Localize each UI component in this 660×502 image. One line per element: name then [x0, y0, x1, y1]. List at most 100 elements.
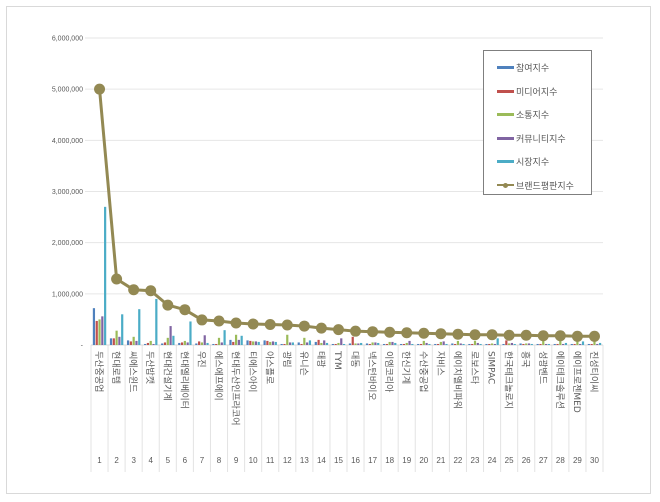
bar	[539, 343, 542, 345]
bar	[183, 340, 186, 345]
line-marker	[162, 299, 174, 311]
legend-item: 브랜드평판지수	[484, 174, 591, 198]
svg-text:에이프로젠MED: 에이프로젠MED	[571, 351, 582, 413]
bar	[314, 341, 317, 345]
x-category-label: TYM	[332, 350, 342, 370]
svg-text:넥스턴바이오: 넥스턴바이오	[366, 351, 377, 401]
line-marker	[435, 328, 447, 340]
bar	[286, 334, 289, 345]
svg-text:에이테크솔루션: 에이테크솔루션	[554, 351, 565, 409]
bar	[112, 338, 115, 345]
bar	[152, 343, 155, 345]
x-category-label: 씨에스윈드	[127, 351, 138, 392]
x-rank-label: 21	[436, 456, 445, 465]
x-category-label: 로보스타	[469, 351, 480, 385]
x-category-label: 에스에프에이	[213, 351, 224, 401]
bar	[442, 341, 445, 345]
svg-text:현대건설기계: 현대건설기계	[161, 351, 173, 401]
x-rank-label: 11	[266, 456, 275, 465]
bar	[505, 340, 508, 345]
bar	[436, 343, 440, 345]
bar	[405, 342, 408, 345]
bar	[215, 343, 218, 345]
x-rank-label: 24	[488, 456, 497, 465]
bar	[223, 330, 226, 345]
bar	[354, 343, 357, 345]
bar	[439, 341, 442, 345]
legend-label: 브랜드평판지수	[516, 181, 574, 192]
bar	[234, 334, 238, 345]
line-marker	[281, 319, 293, 331]
bar	[411, 343, 414, 345]
bar	[246, 340, 249, 345]
bar	[502, 343, 505, 345]
bar	[104, 206, 107, 345]
line-marker	[332, 324, 344, 336]
x-category-label: 우진	[195, 351, 206, 368]
bar	[155, 298, 158, 345]
y-tick-label: 2,000,000	[52, 240, 83, 247]
bar	[269, 341, 272, 345]
x-rank-label: 16	[351, 456, 360, 465]
y-tick-label: 1,000,000	[52, 291, 83, 298]
bar	[462, 343, 465, 345]
x-category-label: 에이치엘비파워	[451, 351, 463, 409]
x-category-label: 한국테크놀로지	[503, 351, 514, 409]
line-marker	[452, 328, 464, 340]
bar	[232, 341, 235, 345]
bar	[340, 338, 343, 345]
x-rank-label: 30	[590, 456, 599, 465]
bar	[590, 343, 593, 345]
bar	[508, 343, 511, 345]
bar	[598, 342, 602, 345]
bar	[98, 319, 101, 345]
bar	[303, 337, 306, 345]
bar	[476, 342, 479, 345]
bar	[573, 343, 576, 345]
line-marker	[196, 314, 208, 326]
bar	[579, 343, 582, 345]
bar	[135, 340, 138, 345]
legend-label: 소통지수	[516, 111, 550, 122]
bar	[266, 340, 269, 345]
x-rank-label: 26	[522, 456, 531, 465]
bar	[186, 342, 189, 345]
line-marker	[315, 322, 327, 334]
x-rank-label: 6	[183, 456, 188, 465]
x-rank-label: 5	[166, 456, 171, 465]
line-marker	[520, 329, 532, 341]
bar	[161, 343, 164, 345]
bar	[337, 342, 340, 345]
bar	[166, 337, 169, 345]
bar	[425, 342, 428, 345]
bar	[280, 343, 283, 345]
svg-text:광림: 광림	[281, 351, 293, 368]
bar	[556, 343, 559, 345]
svg-text:유니슨: 유니슨	[298, 351, 309, 376]
line-marker	[111, 273, 123, 285]
bar	[198, 341, 201, 345]
bar	[522, 343, 525, 345]
x-rank-label: 23	[471, 456, 480, 465]
bar	[121, 314, 124, 345]
bar	[351, 336, 354, 345]
x-rank-label: 15	[334, 456, 343, 465]
x-category-label: 대동	[349, 351, 360, 368]
bar	[542, 339, 545, 345]
x-rank-label: 22	[453, 456, 462, 465]
line-marker	[418, 327, 430, 339]
bar	[459, 343, 462, 345]
bar	[132, 336, 135, 345]
x-category-label: 진성티이씨	[588, 351, 599, 392]
x-category-label: 현대건설기계	[161, 351, 173, 401]
x-rank-label: 13	[300, 456, 309, 465]
bar	[553, 343, 556, 345]
svg-text:우진: 우진	[195, 351, 206, 368]
bar	[519, 343, 522, 345]
bar	[348, 343, 352, 345]
line-marker	[145, 285, 157, 297]
bar	[263, 340, 266, 345]
bar	[510, 342, 514, 345]
bar	[101, 316, 104, 345]
bar	[471, 343, 474, 345]
